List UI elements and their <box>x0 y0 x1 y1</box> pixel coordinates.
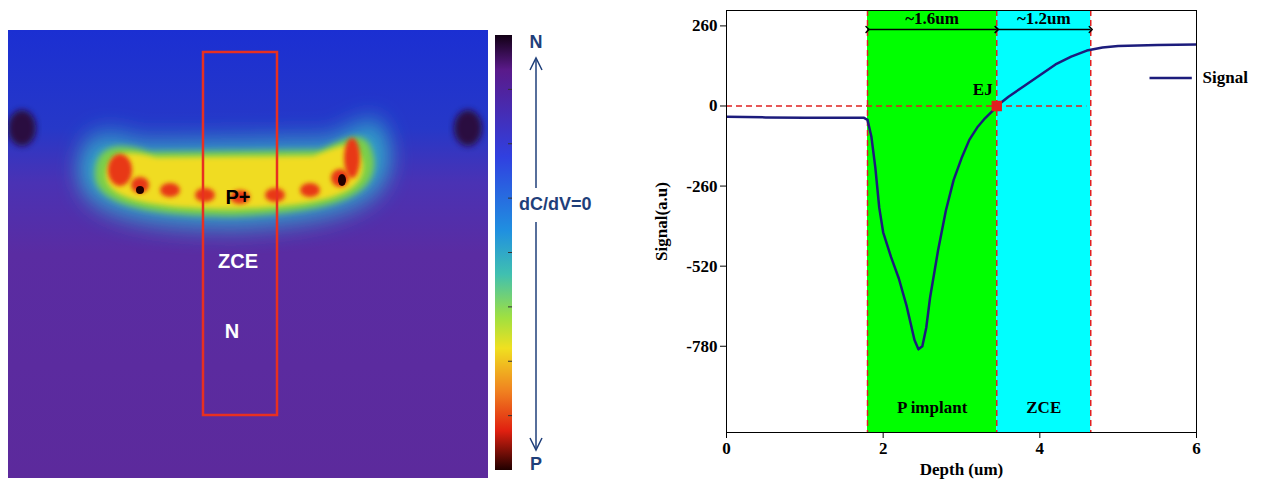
svg-text:Signal(a.u): Signal(a.u) <box>652 182 671 261</box>
svg-text:0: 0 <box>722 439 731 458</box>
svg-text:-260: -260 <box>686 177 717 196</box>
svg-text:Signal: Signal <box>1203 68 1249 87</box>
svg-text:P+: P+ <box>225 186 250 208</box>
svg-text:ZCE: ZCE <box>1026 398 1061 417</box>
svg-text:N: N <box>530 32 543 52</box>
svg-text:6: 6 <box>1192 439 1201 458</box>
svg-text:P: P <box>530 454 542 474</box>
svg-text:~1.6um: ~1.6um <box>905 9 959 28</box>
svg-text:P implant: P implant <box>897 398 968 417</box>
svg-text:260: 260 <box>692 16 718 35</box>
svg-text:0: 0 <box>709 96 718 115</box>
svg-text:~1.2um: ~1.2um <box>1017 9 1071 28</box>
svg-text:ZCE: ZCE <box>218 250 258 272</box>
svg-text:Depth (um): Depth (um) <box>920 460 1004 479</box>
svg-text:EJ: EJ <box>973 80 993 99</box>
svg-text:N: N <box>225 320 239 342</box>
svg-text:-520: -520 <box>686 257 717 276</box>
svg-text:2: 2 <box>879 439 888 458</box>
svg-text:4: 4 <box>1036 439 1045 458</box>
svg-text:dC/dV=0: dC/dV=0 <box>519 194 592 214</box>
svg-text:-780: -780 <box>686 337 717 356</box>
